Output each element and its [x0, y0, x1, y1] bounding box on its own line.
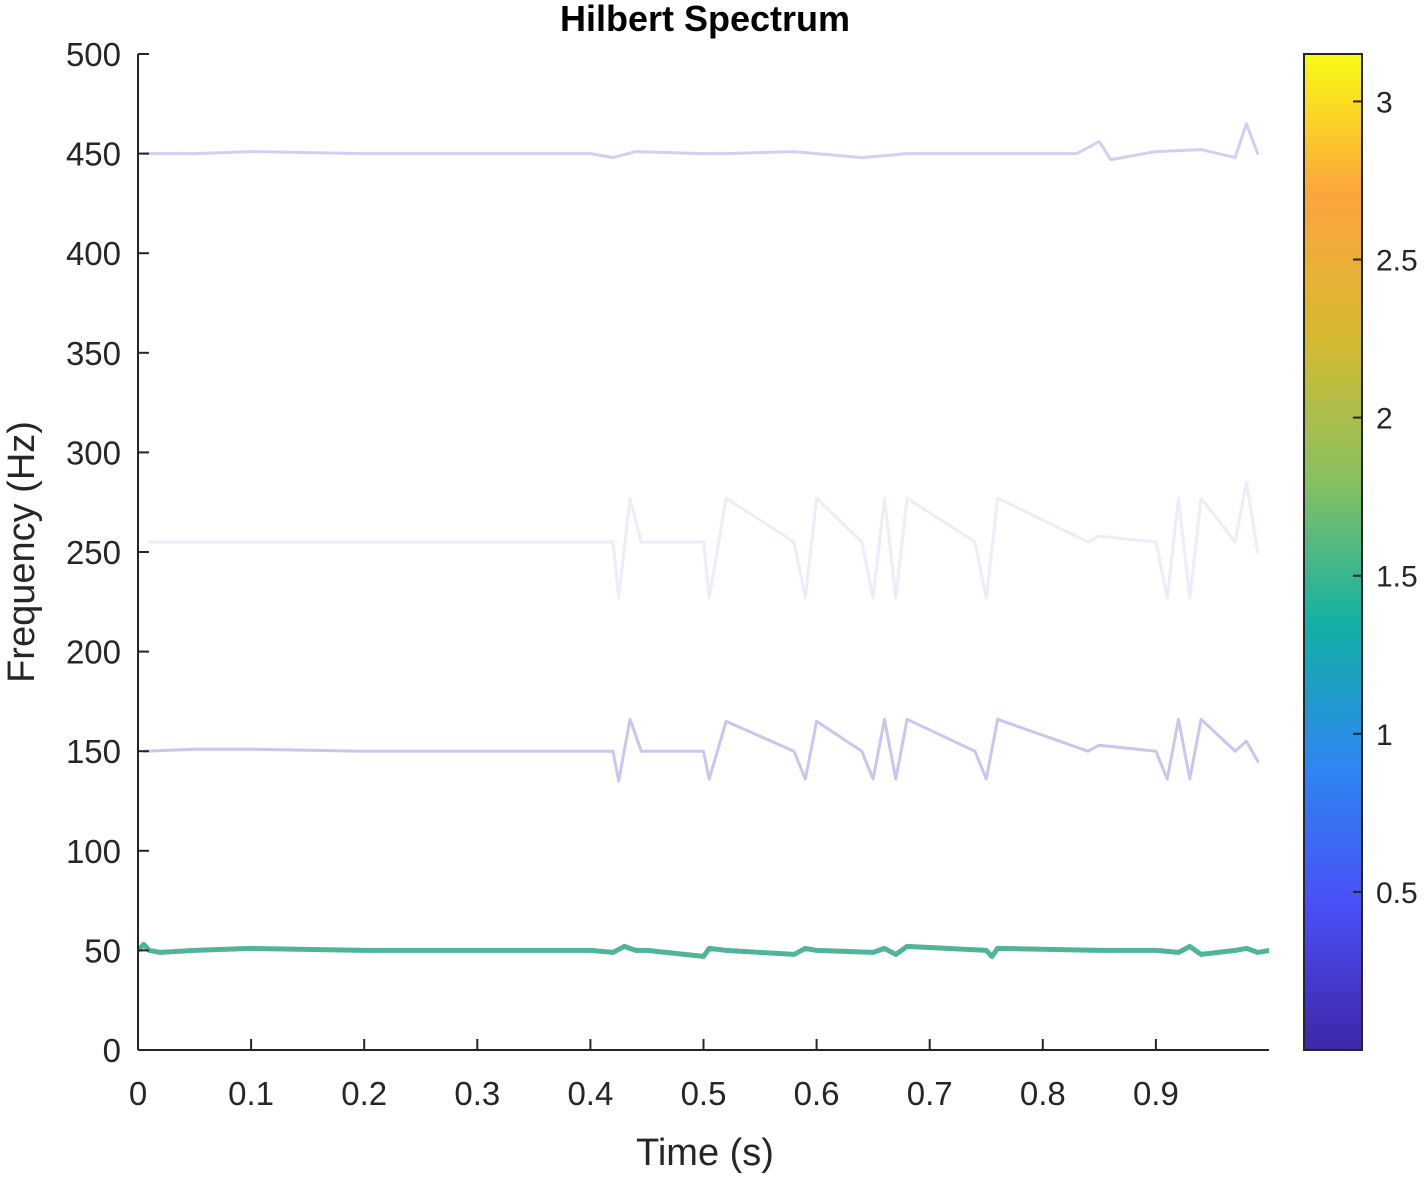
- colorbar-ticks: 0.5 1 1.5 2 2.5 3: [1353, 86, 1418, 910]
- colorbar-tick-label: 2.5: [1376, 245, 1418, 278]
- x-tick-label: 0.3: [454, 1075, 500, 1112]
- x-tick-label: 0.7: [907, 1075, 953, 1112]
- y-axis-ticks: 0 50 100 150 200 250 300 350 400 450 500: [66, 36, 149, 1069]
- x-tick-label: 0.1: [228, 1075, 274, 1112]
- plot-area: [137, 54, 1269, 1051]
- x-tick-label: 0.6: [794, 1075, 840, 1112]
- colorbar-tick-label: 1: [1376, 719, 1393, 752]
- y-tick-label: 450: [66, 136, 121, 173]
- y-axis-label: Frequency (Hz): [1, 421, 43, 683]
- colorbar-gradient: [1303, 53, 1363, 1051]
- colorbar: 0.5 1 1.5 2 2.5 3: [1303, 53, 1418, 1051]
- ridge-150hz: [142, 717, 1260, 783]
- y-tick-label: 100: [66, 833, 121, 870]
- y-tick-label: 150: [66, 733, 121, 770]
- x-axis-label: Time (s): [636, 1132, 774, 1174]
- x-tick-label: 0.5: [681, 1075, 727, 1112]
- y-tick-label: 0: [103, 1032, 121, 1069]
- x-tick-label: 0: [129, 1075, 147, 1112]
- y-tick-label: 400: [66, 235, 121, 272]
- y-tick-label: 300: [66, 434, 121, 471]
- ridge-450hz: [142, 122, 1260, 162]
- y-tick-label: 200: [66, 634, 121, 671]
- colorbar-tick-label: 2: [1376, 403, 1393, 436]
- colorbar-tick-label: 1.5: [1376, 561, 1418, 594]
- series-layer: [138, 122, 1269, 959]
- x-axis-ticks: 0 0.1 0.2 0.3 0.4 0.5 0.6 0.7 0.8 0.9: [129, 1039, 1179, 1112]
- colorbar-tick-label: 0.5: [1376, 877, 1418, 910]
- ridge-50hz: [138, 941, 1269, 959]
- y-tick-label: 500: [66, 36, 121, 73]
- x-tick-label: 0.2: [341, 1075, 387, 1112]
- chart-title: Hilbert Spectrum: [560, 0, 850, 39]
- y-tick-label: 350: [66, 335, 121, 372]
- x-tick-label: 0.9: [1133, 1075, 1179, 1112]
- colorbar-tick-label: 3: [1376, 86, 1393, 119]
- x-tick-label: 0.4: [567, 1075, 613, 1112]
- ridge-250hz: [147, 480, 1260, 600]
- y-tick-label: 50: [84, 932, 121, 969]
- x-tick-label: 0.8: [1020, 1075, 1066, 1112]
- y-tick-label: 250: [66, 534, 121, 571]
